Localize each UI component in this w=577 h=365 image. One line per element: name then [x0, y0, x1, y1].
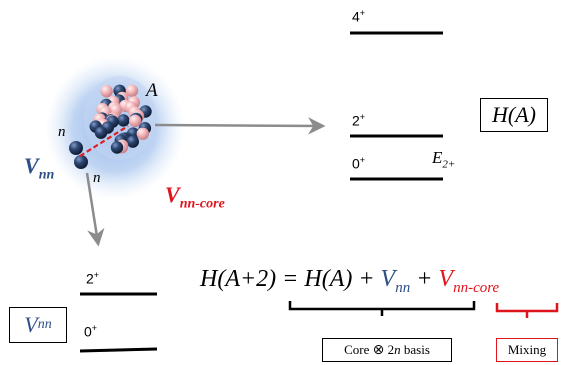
neutron-ball: [126, 135, 139, 148]
hamiltonian-A-box: H(A): [480, 98, 548, 132]
neutron-label-1: n: [58, 124, 66, 140]
level-0plus-label: 0+: [352, 155, 366, 172]
hamiltonian-equation: H(A+2) = H(A) + Vnn + Vnn-core: [200, 266, 499, 297]
neutron-ball: [117, 114, 130, 127]
equation-lhs: H(A+2) = H(A) +: [200, 266, 381, 292]
mixing-box: Mixing: [496, 338, 558, 362]
proton-ball: [129, 114, 142, 128]
neutron-ball: [94, 126, 108, 139]
nucleus-core: [84, 76, 156, 160]
valence-neutrons: [69, 141, 88, 169]
proton-ball: [100, 85, 113, 98]
arrow-to-spectrum-A: [154, 117, 326, 135]
neutron-ball: [110, 141, 124, 154]
level-2plus-A2-label: 2+: [86, 270, 100, 287]
energy-label: E2+: [432, 148, 456, 171]
level-2plus-label: 2+: [352, 112, 366, 129]
equation-plus: +: [410, 266, 439, 292]
vnn-label: Vnn: [24, 153, 55, 183]
level-0plus-A2-line: [79, 347, 158, 353]
vnn-core-label: Vnn-core: [165, 182, 225, 212]
valence-neutron-2: [74, 155, 88, 169]
arrow-to-spectrum-A2: [85, 172, 105, 247]
core-label: A: [146, 80, 158, 101]
equation-vnn: Vnn: [380, 266, 411, 296]
basis-brace: [288, 301, 476, 316]
mixing-brace: [495, 303, 559, 318]
proton-ball: [125, 84, 139, 97]
valence-neutron-1: [69, 141, 83, 155]
level-4plus-label: 4+: [352, 8, 366, 25]
nn-core-interaction-line: [79, 125, 129, 157]
neutron-label-2: n: [93, 170, 101, 186]
proton-ball: [136, 127, 149, 140]
equation-vnn-core: Vnn-core: [438, 266, 500, 296]
level-0plus-A2-label: 0+: [84, 323, 98, 340]
